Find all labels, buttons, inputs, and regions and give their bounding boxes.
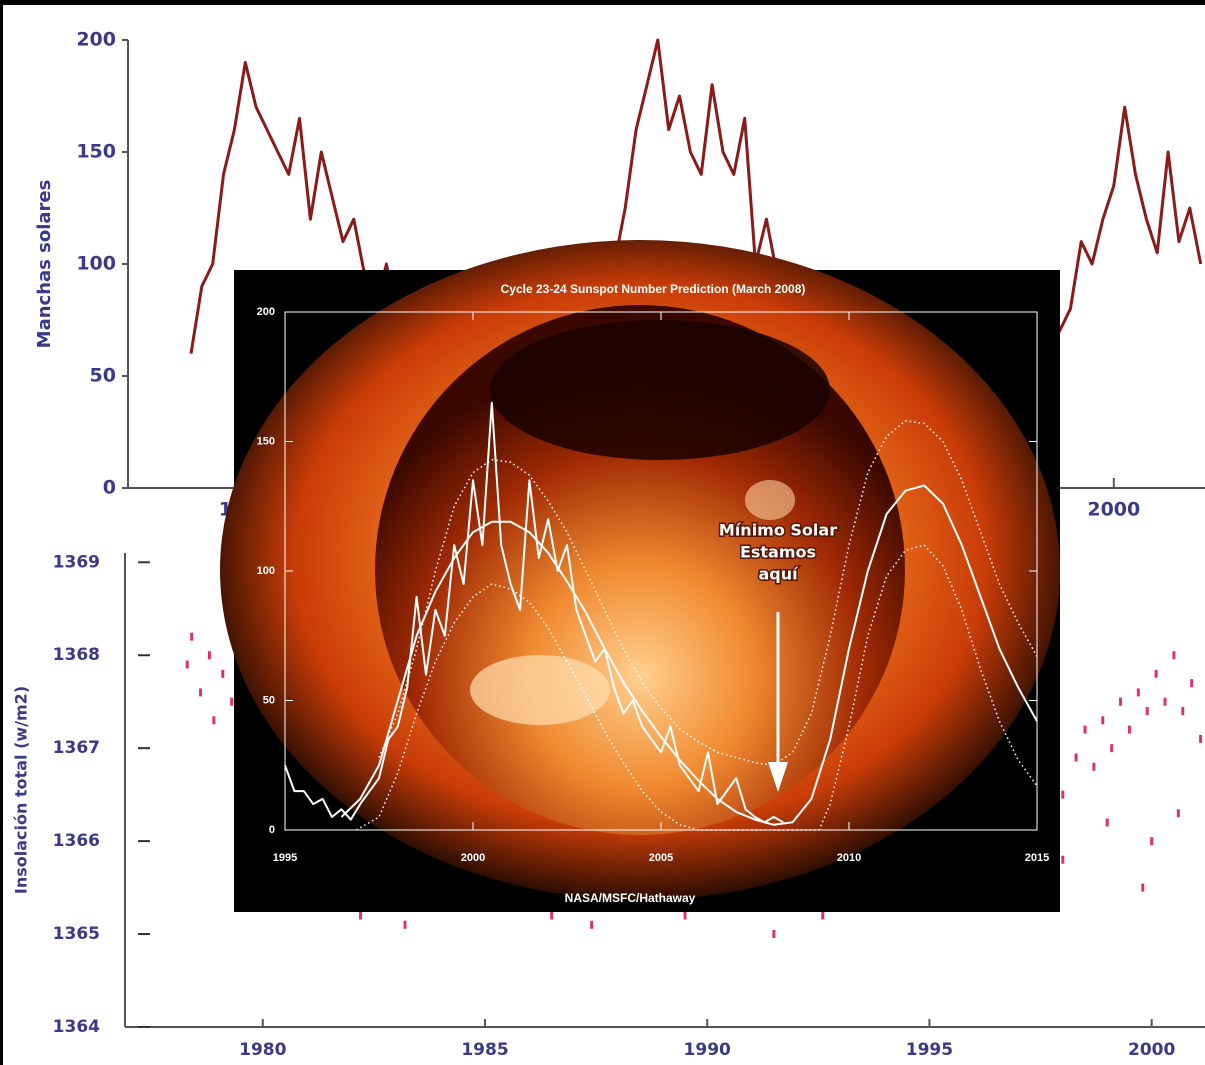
active-region bbox=[745, 480, 795, 520]
page: 05010015020019801985199019952000Manchas … bbox=[0, 0, 1205, 1065]
data-point bbox=[1106, 819, 1109, 827]
active-region bbox=[470, 655, 610, 725]
x-tick-label: 1995 bbox=[906, 1040, 953, 1060]
y-tick-label: 1366 bbox=[53, 831, 100, 851]
data-point bbox=[199, 688, 202, 696]
x-tick-label: 2005 bbox=[649, 852, 673, 864]
x-tick-label: 1980 bbox=[239, 1040, 286, 1060]
data-point bbox=[1181, 707, 1184, 715]
data-point bbox=[1137, 688, 1140, 696]
x-tick-label: 1985 bbox=[461, 1040, 508, 1060]
y-tick-label: 200 bbox=[257, 306, 275, 318]
annotation: aquí bbox=[758, 565, 799, 584]
data-point bbox=[1075, 753, 1078, 761]
data-point bbox=[1119, 698, 1122, 706]
data-point bbox=[1177, 809, 1180, 817]
y-tick-label: 200 bbox=[76, 29, 116, 51]
x-tick-label: 1995 bbox=[273, 852, 297, 864]
data-point bbox=[1061, 856, 1064, 864]
data-point bbox=[208, 651, 211, 659]
y-axis-label: Insolación total (w/m2) bbox=[12, 686, 31, 894]
data-point bbox=[821, 911, 824, 919]
y-tick-label: 0 bbox=[269, 824, 275, 836]
data-point bbox=[1128, 726, 1131, 734]
data-point bbox=[684, 911, 687, 919]
data-point bbox=[772, 930, 775, 938]
coronal-hole bbox=[490, 320, 830, 460]
data-point bbox=[1092, 763, 1095, 771]
x-tick-label: 1990 bbox=[684, 1040, 731, 1060]
y-tick-label: 50 bbox=[90, 365, 116, 387]
x-tick-label: 2000 bbox=[1087, 499, 1140, 521]
data-point bbox=[190, 633, 193, 641]
y-tick-label: 1367 bbox=[53, 738, 100, 758]
data-point bbox=[230, 698, 233, 706]
data-point bbox=[359, 911, 362, 919]
y-tick-label: 100 bbox=[257, 565, 275, 577]
y-tick-label: 1364 bbox=[53, 1017, 100, 1037]
x-tick-label: 2010 bbox=[837, 852, 861, 864]
y-axis-label: Manchas solares bbox=[34, 180, 55, 349]
data-point bbox=[1150, 837, 1153, 845]
data-point bbox=[1155, 670, 1158, 678]
data-point bbox=[1101, 716, 1104, 724]
y-tick-label: 1368 bbox=[53, 645, 100, 665]
y-tick-label: 1365 bbox=[53, 924, 100, 944]
data-point bbox=[550, 911, 553, 919]
data-point bbox=[1199, 735, 1202, 743]
data-point bbox=[1084, 726, 1087, 734]
data-point bbox=[404, 921, 407, 929]
annotation: Mínimo Solar bbox=[719, 521, 837, 540]
x-tick-label: 2000 bbox=[1128, 1040, 1175, 1060]
data-point bbox=[1172, 651, 1175, 659]
y-tick-label: 1369 bbox=[53, 552, 100, 572]
chart-title: Cycle 23-24 Sunspot Number Prediction (M… bbox=[501, 282, 806, 296]
y-tick-label: 0 bbox=[103, 477, 116, 499]
y-tick-label: 150 bbox=[76, 141, 116, 163]
y-tick-label: 50 bbox=[263, 694, 275, 706]
data-point bbox=[1146, 707, 1149, 715]
composite-figure: 05010015020019801985199019952000Manchas … bbox=[0, 0, 1205, 1065]
data-point bbox=[1164, 698, 1167, 706]
data-point bbox=[1141, 884, 1144, 892]
annotation: Estamos bbox=[740, 543, 816, 562]
data-point bbox=[1061, 791, 1064, 799]
data-point bbox=[1190, 679, 1193, 687]
data-point bbox=[221, 670, 224, 678]
x-tick-label: 2000 bbox=[461, 852, 485, 864]
x-tick-label: 2015 bbox=[1025, 852, 1049, 864]
data-point bbox=[590, 921, 593, 929]
data-point bbox=[1110, 744, 1113, 752]
y-tick-label: 100 bbox=[76, 253, 116, 275]
y-tick-label: 150 bbox=[257, 435, 275, 447]
data-point bbox=[212, 716, 215, 724]
data-point bbox=[186, 661, 189, 669]
source-credit: NASA/MSFC/Hathaway bbox=[565, 891, 696, 905]
